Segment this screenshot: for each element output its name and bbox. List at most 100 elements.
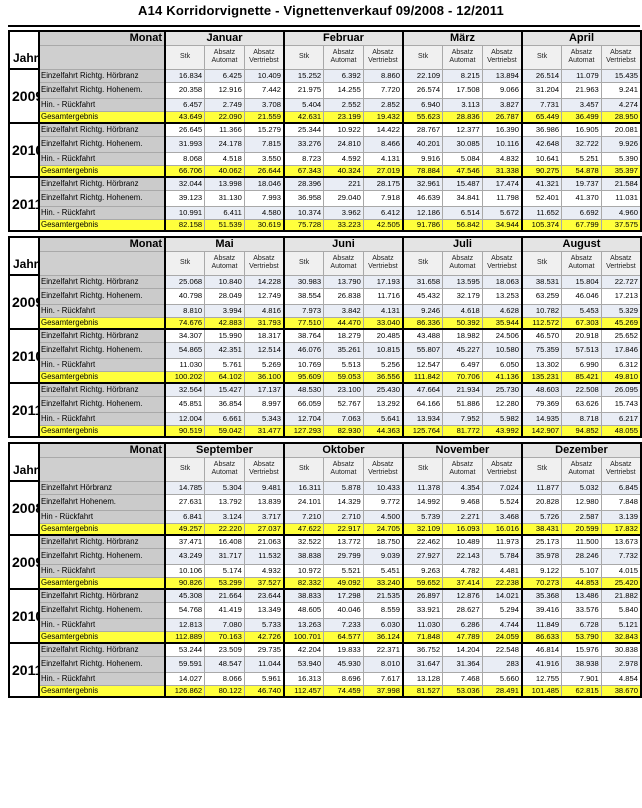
value-cell: 7.848: [600, 493, 642, 511]
column-header: Stk: [520, 250, 563, 276]
value-cell: 23.100: [323, 382, 364, 397]
value-cell: 48.055: [600, 424, 642, 438]
value-cell: 37.527: [243, 576, 285, 590]
row-label: Einzelfahrt Richtg. Hohenem.: [38, 655, 166, 673]
column-header: Stk: [283, 44, 325, 70]
value-cell: 20.358: [164, 81, 206, 99]
total-row: Gesamtergebnis 66.706 40.062 26.644 67.343 40…: [9, 164, 642, 178]
value-cell: 16.016: [481, 522, 523, 536]
value-cell: 82.332: [282, 576, 325, 590]
value-cell: 32.843: [600, 630, 642, 644]
value-cell: 43.249: [164, 547, 206, 565]
table-row: Einzelfahrt Richtg. Hohenem. 54.865 42.351…: [9, 341, 642, 359]
value-cell: 13.790: [323, 274, 364, 289]
value-cell: 7.973: [282, 303, 325, 318]
value-cell: 3.457: [561, 97, 602, 112]
value-cell: 49.257: [164, 522, 206, 536]
value-cell: 7.210: [282, 509, 325, 524]
value-cell: 8.215: [442, 68, 483, 83]
row-label: Hin. - Rückfahrt: [38, 97, 166, 112]
value-cell: 10.433: [362, 480, 404, 495]
value-cell: 47.622: [282, 522, 325, 536]
value-cell: 20.081: [600, 122, 642, 137]
value-cell: 24.810: [323, 135, 364, 153]
value-cell: 28.396: [283, 176, 325, 191]
value-cell: 70.273: [520, 576, 563, 590]
value-cell: 10.409: [243, 68, 285, 83]
value-cell: 7.063: [323, 411, 364, 426]
value-cell: 13.673: [600, 534, 642, 549]
row-label: Einzelfahrt Richtg. Hohenem.: [38, 341, 166, 359]
value-cell: 17.213: [600, 287, 642, 305]
value-cell: 13.128: [401, 671, 444, 686]
value-cell: 38.554: [282, 287, 325, 305]
table-row: Einzelfahrt Richtg. Hohenem. 40.798 28.049…: [9, 287, 642, 305]
value-cell: 53.299: [204, 576, 245, 590]
row-label: Einzelfahrt Hörbranz: [38, 480, 166, 495]
value-cell: 55.807: [401, 341, 444, 359]
value-cell: 15.976: [561, 642, 602, 657]
table-row: Einzelfahrt Richtg. Hohenem. 43.249 31.717…: [9, 547, 642, 565]
value-cell: 12.755: [520, 671, 563, 686]
column-header: Stk: [520, 44, 563, 70]
value-cell: 15.252: [283, 68, 325, 83]
value-cell: 7.720: [362, 81, 404, 99]
month-header: August: [520, 236, 642, 252]
value-cell: 11.877: [520, 480, 563, 495]
value-cell: 7.993: [243, 189, 285, 207]
value-cell: 4.932: [243, 563, 285, 578]
value-cell: 21.559: [243, 110, 285, 124]
column-header: Absatz Automat: [442, 250, 483, 276]
value-cell: 16.311: [282, 480, 325, 495]
value-cell: 4.592: [323, 151, 364, 166]
value-cell: 79.369: [520, 395, 563, 413]
month-header: März: [401, 30, 523, 46]
value-cell: 46.570: [520, 328, 563, 343]
row-label: Hin - Rückfahrt: [38, 509, 166, 524]
value-cell: 63.259: [520, 287, 563, 305]
value-cell: 75.728: [283, 218, 325, 232]
value-cell: 9.481: [243, 480, 285, 495]
value-cell: 22.727: [600, 274, 642, 289]
value-cell: 4.618: [442, 303, 483, 318]
column-header: Absatz Vertriebst: [481, 456, 523, 482]
value-cell: 22.220: [204, 522, 245, 536]
value-cell: 11.500: [561, 534, 602, 549]
value-cell: 13.486: [561, 588, 602, 603]
column-header: Absatz Automat: [561, 44, 602, 70]
row-label: Einzelfahrt Richtg. Hohenem.: [38, 395, 166, 413]
row-label: Gesamtergebnis: [38, 110, 166, 124]
value-cell: 25.652: [600, 328, 642, 343]
year-label: 2011: [8, 382, 40, 438]
page-title: A14 Korridorvignette - Vignettenverkauf …: [138, 3, 504, 18]
value-cell: 6.497: [442, 357, 483, 372]
total-row: Gesamtergebnis 49.257 22.220 27.037 47.622 22…: [9, 522, 642, 536]
value-cell: 44.363: [362, 424, 404, 438]
value-cell: 33.040: [362, 316, 404, 330]
value-cell: 41.370: [561, 189, 602, 207]
value-cell: 6.990: [561, 357, 602, 372]
value-cell: 46.740: [243, 684, 285, 698]
value-cell: 94.852: [561, 424, 602, 438]
value-cell: 28.246: [561, 547, 602, 565]
value-cell: 65.449: [520, 110, 563, 124]
row-label: Einzelfahrt Richtg. Hörbranz: [38, 534, 166, 549]
row-label: Einzelfahrt Hohenem.: [38, 493, 166, 511]
sales-tables: Jahr Monat Januar Februar März April Stk Absatz…: [8, 30, 642, 702]
value-cell: 22.238: [481, 576, 523, 590]
row-label: Hin. - Rückfahrt: [38, 151, 166, 166]
value-cell: 25.068: [164, 274, 206, 289]
value-cell: 9.926: [600, 135, 642, 153]
value-cell: 74.676: [164, 316, 206, 330]
value-cell: 42.648: [520, 135, 563, 153]
column-header: Absatz Automat: [323, 44, 364, 70]
column-header: Stk: [164, 44, 206, 70]
value-cell: 5.982: [481, 411, 523, 426]
value-cell: 7.918: [362, 189, 404, 207]
value-cell: 13.839: [243, 493, 285, 511]
row-label: Gesamtergebnis: [38, 218, 166, 232]
column-header: Absatz Vertriebst: [481, 44, 523, 70]
month-header: April: [520, 30, 642, 46]
month-header-row: Jahr Monat September Oktober November Dezembe…: [8, 442, 642, 482]
value-cell: 45.269: [600, 316, 642, 330]
